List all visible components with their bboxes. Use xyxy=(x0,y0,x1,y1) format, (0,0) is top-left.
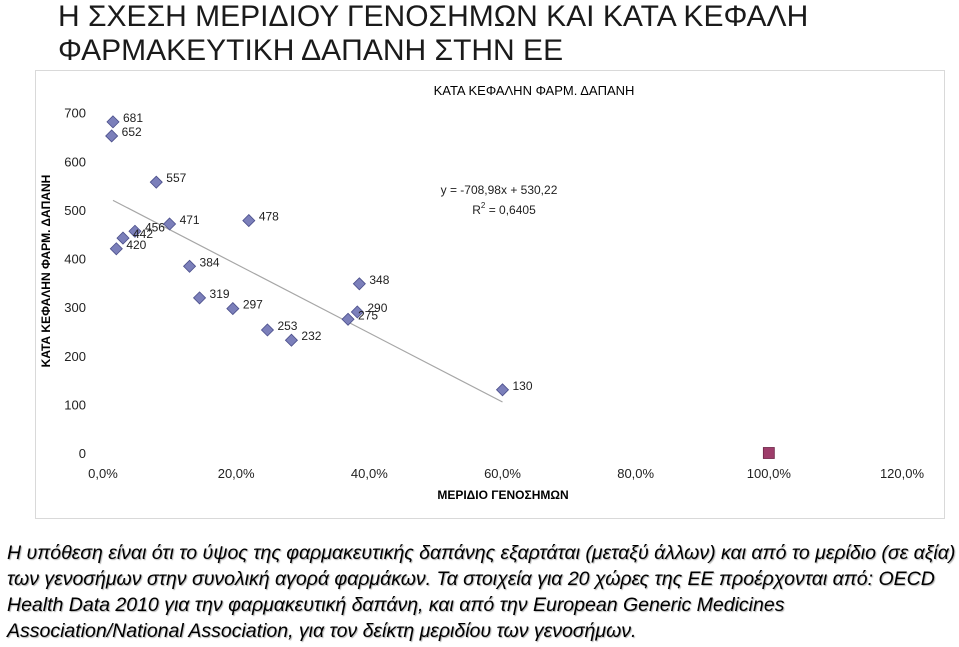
y-tick-label: 100 xyxy=(64,397,86,412)
data-label: 442 xyxy=(133,227,153,241)
y-tick-label: 400 xyxy=(64,252,86,267)
data-point xyxy=(149,175,163,189)
data-point xyxy=(260,323,275,337)
y-tick-label: 200 xyxy=(64,349,86,364)
data-point xyxy=(762,447,775,459)
data-point xyxy=(105,129,119,143)
caption-text: Η υπόθεση είναι ότι το ύψος της φαρμακευ… xyxy=(7,542,956,642)
data-point xyxy=(109,242,123,256)
data-label: 478 xyxy=(259,210,279,224)
data-point xyxy=(226,302,240,316)
data-point xyxy=(284,333,298,347)
data-label: 384 xyxy=(200,255,220,269)
data-label: 297 xyxy=(243,298,263,312)
data-point xyxy=(116,231,130,245)
data-label: 348 xyxy=(369,273,389,287)
data-label: 290 xyxy=(367,301,387,315)
data-point xyxy=(128,224,142,238)
scatter-chart: ΚΑΤΑ ΚΕΦΑΛΗΝ ΦΑΡΜ. ΔΑΠΑΝΗ ΚΑΤΑ ΚΕΦΑΛΗΝ ΦΑ… xyxy=(39,71,925,502)
x-tick-label: 120,0% xyxy=(880,466,925,481)
data-point xyxy=(106,115,120,129)
data-point xyxy=(495,383,510,397)
data-label: 319 xyxy=(210,287,230,301)
y-tick-label: 0 xyxy=(79,446,86,461)
slide-title-line1: Η ΣΧΕΣΗ ΜΕΡΙΔΙΟΥ ΓΕΝΟΣΗΜΩΝ ΚΑΙ ΚΑΤΑ ΚΕΦΑ… xyxy=(58,0,809,33)
data-point xyxy=(350,305,364,319)
data-label: 652 xyxy=(122,125,142,139)
chart-container: ΚΑΤΑ ΚΕΦΑΛΗΝ ΦΑΡΜ. ΔΑΠΑΝΗ ΚΑΤΑ ΚΕΦΑΛΗΝ ΦΑ… xyxy=(35,70,945,519)
data-label: 681 xyxy=(123,111,143,125)
y-tick-label: 500 xyxy=(64,203,86,218)
slide-title-line2: ΦΑΡΜΑΚΕΥΤΙΚΗ ΔΑΠΑΝΗ ΣΤΗΝ ΕΕ xyxy=(58,34,564,67)
trendline-equation: y = -708,98x + 530,22 xyxy=(441,183,558,197)
data-point xyxy=(352,277,366,291)
data-label: 253 xyxy=(277,319,297,333)
data-point xyxy=(341,312,355,326)
y-tick-label: 800 xyxy=(64,71,86,72)
x-tick-label: 0,0% xyxy=(88,466,118,481)
x-axis-title: ΜΕΡΙΔΙΟ ΓΕΝΟΣΗΜΩΝ xyxy=(437,488,568,502)
y-tick-label: 600 xyxy=(64,154,86,169)
data-label: 420 xyxy=(126,238,146,252)
y-axis-title: ΚΑΤΑ ΚΕΦΑΛΗΝ ΦΑΡΜ. ΔΑΠΑΝΗ xyxy=(39,175,53,368)
x-tick-label: 20,0% xyxy=(218,466,255,481)
x-tick-label: 80,0% xyxy=(617,466,654,481)
data-point xyxy=(192,291,207,305)
y-tick-label: 300 xyxy=(64,300,86,315)
data-point xyxy=(242,214,256,228)
trendline xyxy=(112,199,503,403)
data-point xyxy=(163,217,177,231)
data-label: 557 xyxy=(166,171,186,185)
data-point xyxy=(182,259,197,273)
x-tick-label: 60,0% xyxy=(484,466,521,481)
trendline-r2: R2 = 0,6405 xyxy=(472,201,536,217)
chart-title: ΚΑΤΑ ΚΕΦΑΛΗΝ ΦΑΡΜ. ΔΑΠΑΝΗ xyxy=(434,83,635,98)
data-label: 471 xyxy=(180,213,200,227)
data-label: 232 xyxy=(301,329,321,343)
data-label: 456 xyxy=(145,220,165,234)
data-label: 130 xyxy=(513,379,533,393)
x-tick-label: 100,0% xyxy=(747,466,792,481)
slide-title: Η ΣΧΕΣΗ ΜΕΡΙΔΙΟΥ ΓΕΝΟΣΗΜΩΝ ΚΑΙ ΚΑΤΑ ΚΕΦΑ… xyxy=(58,0,938,68)
data-label: 275 xyxy=(358,308,378,322)
x-tick-label: 40,0% xyxy=(351,466,388,481)
y-tick-label: 700 xyxy=(64,106,86,121)
